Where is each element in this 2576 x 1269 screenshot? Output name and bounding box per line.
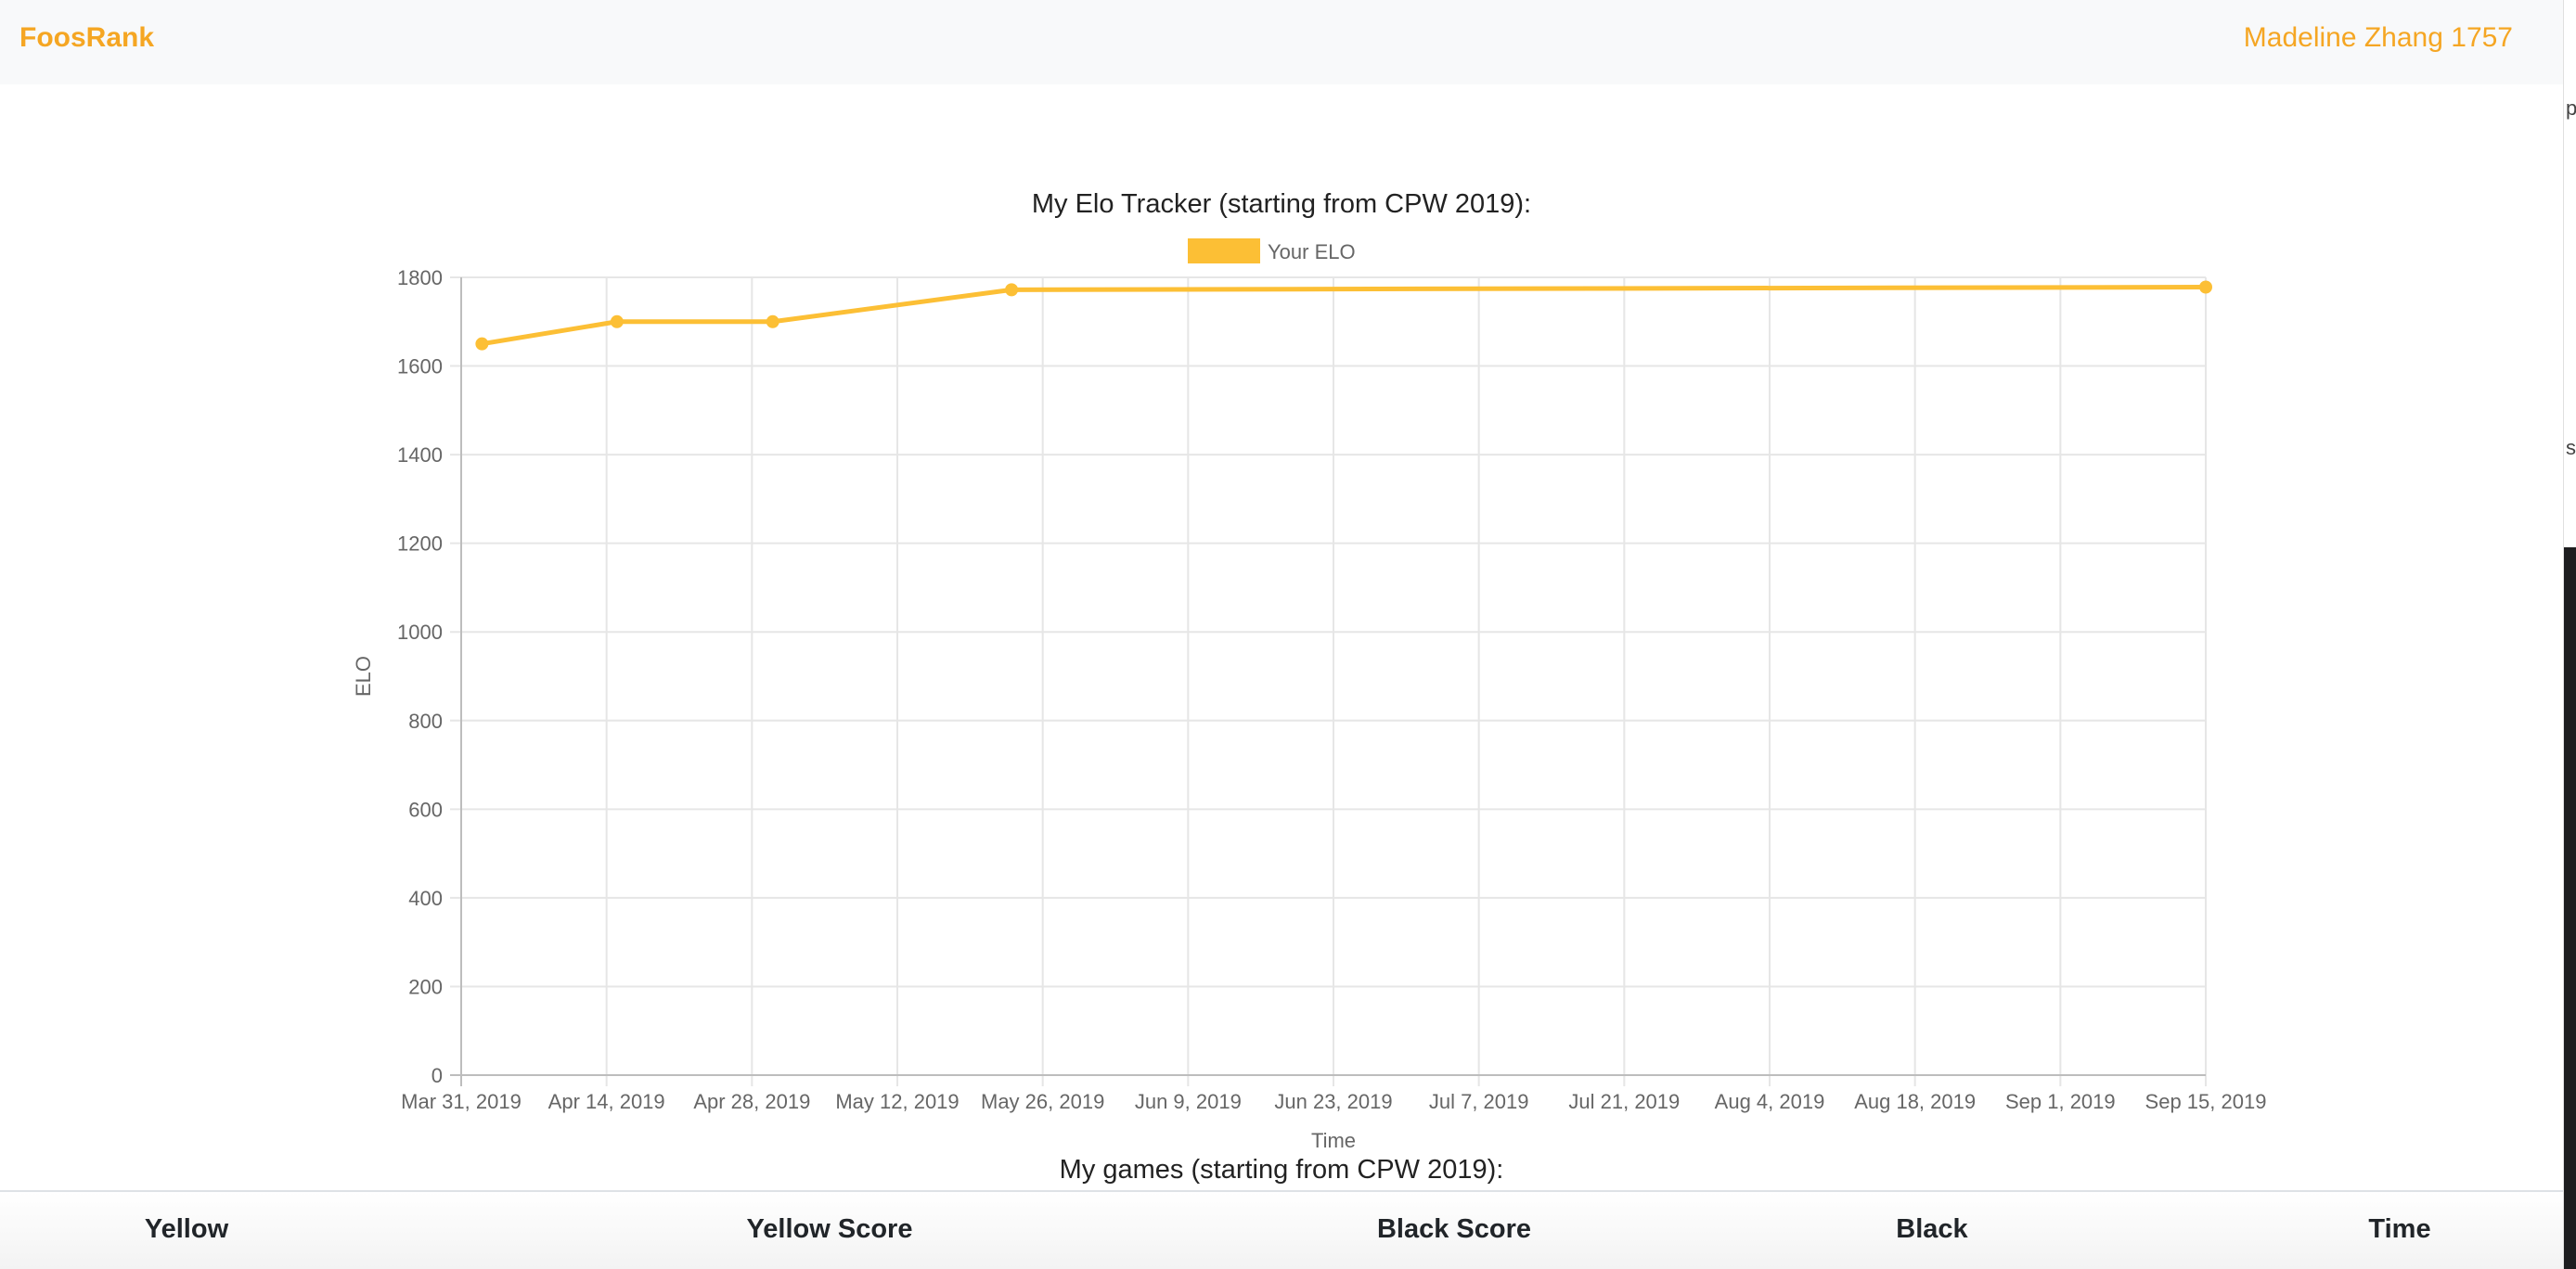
adjacent-window-edge: p s [2563,0,2576,1269]
x-tick-label: Jun 23, 2019 [1274,1090,1392,1113]
column-header-black-score[interactable]: Black Score [1376,1214,1532,1244]
elo-chart: 0 200 400 600 800 1000 1200 1400 1600 1800 Mar 31… [352,238,2266,1150]
y-tick-label: 1600 [397,355,443,378]
x-tick-label: Jul 21, 2019 [1568,1090,1680,1113]
y-tick-label: 800 [408,710,443,733]
games-table-header: Yellow Yellow Score Black Score Black Ti… [0,1190,2563,1269]
x-tick-label: Sep 1, 2019 [2005,1090,2116,1113]
x-axis-label: Time [1311,1129,1356,1150]
y-gridlines [450,276,2206,1076]
x-tick-labels: Mar 31, 2019 Apr 14, 2019 Apr 28, 2019 May … [401,1090,2266,1113]
series-line [481,285,2207,347]
navbar: FoosRank Madeline Zhang 1757 [0,0,2563,84]
x-tick-label: Apr 28, 2019 [693,1090,810,1113]
legend-label: Your ELO [1268,240,1356,263]
data-point [1005,283,1019,297]
column-header-yellow-score[interactable]: Yellow Score [746,1214,913,1244]
x-tick-label: Apr 14, 2019 [548,1090,665,1113]
x-tick-label: Mar 31, 2019 [401,1090,522,1113]
brand-link[interactable]: FoosRank [19,22,155,53]
y-tick-label: 200 [408,975,443,998]
y-tick-label: 1800 [397,266,443,289]
x-tick-label: Aug 18, 2019 [1854,1090,1976,1113]
axes [460,277,2206,1076]
data-point [2199,280,2212,294]
x-tick-label: May 26, 2019 [981,1090,1104,1113]
y-tick-label: 1000 [397,621,443,644]
x-tick-label: Sep 15, 2019 [2145,1090,2267,1113]
column-header-time[interactable]: Time [2368,1214,2431,1244]
column-header-black[interactable]: Black [1896,1214,1968,1244]
x-tick-label: Jul 7, 2019 [1429,1090,1529,1113]
games-title: My games (starting from CPW 2019): [1059,1155,1504,1185]
data-point [475,337,489,351]
x-tick-label: Aug 4, 2019 [1715,1090,1825,1113]
user-profile-link[interactable]: Madeline Zhang 1757 [2243,22,2513,53]
legend: Your ELO [1188,238,1356,263]
adjacent-window-dark-region [2564,547,2576,1269]
y-tick-label: 400 [408,887,443,910]
adjacent-window-glyph: p [2566,96,2576,120]
series-your-elo [475,280,2212,351]
y-tick-label: 1200 [397,532,443,556]
adjacent-window-glyph: s [2566,436,2576,459]
data-point [610,314,624,328]
legend-swatch [1188,238,1260,263]
x-tick-label: May 12, 2019 [835,1090,959,1113]
y-tick-label: 600 [408,798,443,821]
y-tick-labels: 0 200 400 600 800 1000 1200 1400 1600 1800 [397,266,443,1087]
data-point [766,314,779,328]
y-tick-label: 0 [431,1064,443,1087]
x-tick-label: Jun 9, 2019 [1135,1090,1242,1113]
x-gridlines [460,277,2207,1086]
column-header-yellow[interactable]: Yellow [144,1214,229,1244]
chart-title: My Elo Tracker (starting from CPW 2019): [1031,189,1532,219]
y-tick-label: 1400 [397,443,443,467]
y-axis-label: ELO [352,656,375,697]
